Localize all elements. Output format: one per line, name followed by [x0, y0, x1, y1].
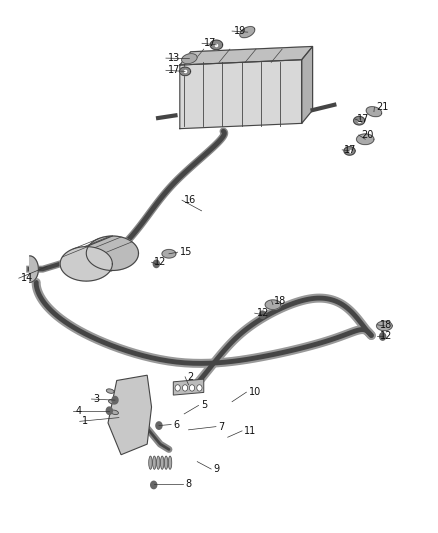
Text: 1: 1 [82, 416, 88, 426]
Text: 8: 8 [185, 479, 191, 489]
Polygon shape [240, 27, 255, 38]
Ellipse shape [168, 456, 172, 470]
Polygon shape [182, 54, 197, 63]
Text: 2: 2 [187, 372, 194, 382]
Polygon shape [151, 481, 157, 489]
Polygon shape [180, 60, 302, 128]
Circle shape [197, 385, 202, 391]
Polygon shape [112, 397, 118, 404]
Polygon shape [86, 236, 138, 270]
Text: 18: 18 [380, 320, 392, 330]
Text: 6: 6 [173, 419, 180, 430]
Text: 13: 13 [168, 53, 180, 63]
Text: 21: 21 [377, 102, 389, 112]
Text: 10: 10 [249, 387, 261, 397]
Polygon shape [180, 67, 191, 76]
Polygon shape [153, 260, 159, 268]
Text: 14: 14 [21, 273, 33, 283]
Ellipse shape [164, 456, 168, 470]
Polygon shape [173, 379, 204, 395]
Ellipse shape [156, 456, 160, 470]
Text: 12: 12 [154, 257, 166, 267]
Polygon shape [377, 321, 392, 330]
Ellipse shape [106, 389, 114, 393]
Polygon shape [156, 422, 162, 429]
Text: 20: 20 [361, 130, 373, 140]
Ellipse shape [111, 410, 118, 415]
Polygon shape [344, 147, 355, 155]
Polygon shape [210, 40, 223, 50]
Polygon shape [30, 256, 39, 282]
Text: 11: 11 [244, 426, 257, 436]
Text: 17: 17 [357, 114, 370, 124]
Polygon shape [357, 134, 374, 144]
Text: 15: 15 [180, 247, 192, 257]
Polygon shape [260, 311, 265, 318]
Text: 18: 18 [274, 296, 286, 306]
Polygon shape [108, 375, 152, 455]
Ellipse shape [109, 399, 116, 404]
Polygon shape [353, 116, 365, 125]
Circle shape [175, 385, 180, 391]
Polygon shape [162, 249, 176, 258]
Text: 19: 19 [234, 26, 247, 36]
Polygon shape [180, 46, 313, 65]
Text: 7: 7 [218, 422, 224, 432]
Ellipse shape [160, 456, 164, 470]
Circle shape [183, 385, 187, 391]
Polygon shape [106, 407, 113, 415]
Text: 5: 5 [201, 400, 207, 410]
Polygon shape [60, 247, 113, 281]
Text: 17: 17 [344, 145, 357, 155]
Text: 12: 12 [257, 308, 269, 318]
Ellipse shape [152, 456, 156, 470]
Text: 4: 4 [75, 406, 81, 416]
Text: 17: 17 [168, 66, 180, 75]
Ellipse shape [149, 456, 152, 470]
Text: 16: 16 [184, 195, 196, 205]
Polygon shape [302, 46, 313, 123]
Polygon shape [380, 333, 386, 340]
Text: 3: 3 [94, 394, 100, 404]
Text: 17: 17 [204, 38, 216, 49]
Polygon shape [366, 107, 381, 117]
Circle shape [189, 385, 194, 391]
Text: 9: 9 [213, 464, 219, 474]
Text: 12: 12 [380, 332, 392, 342]
Polygon shape [265, 300, 281, 310]
